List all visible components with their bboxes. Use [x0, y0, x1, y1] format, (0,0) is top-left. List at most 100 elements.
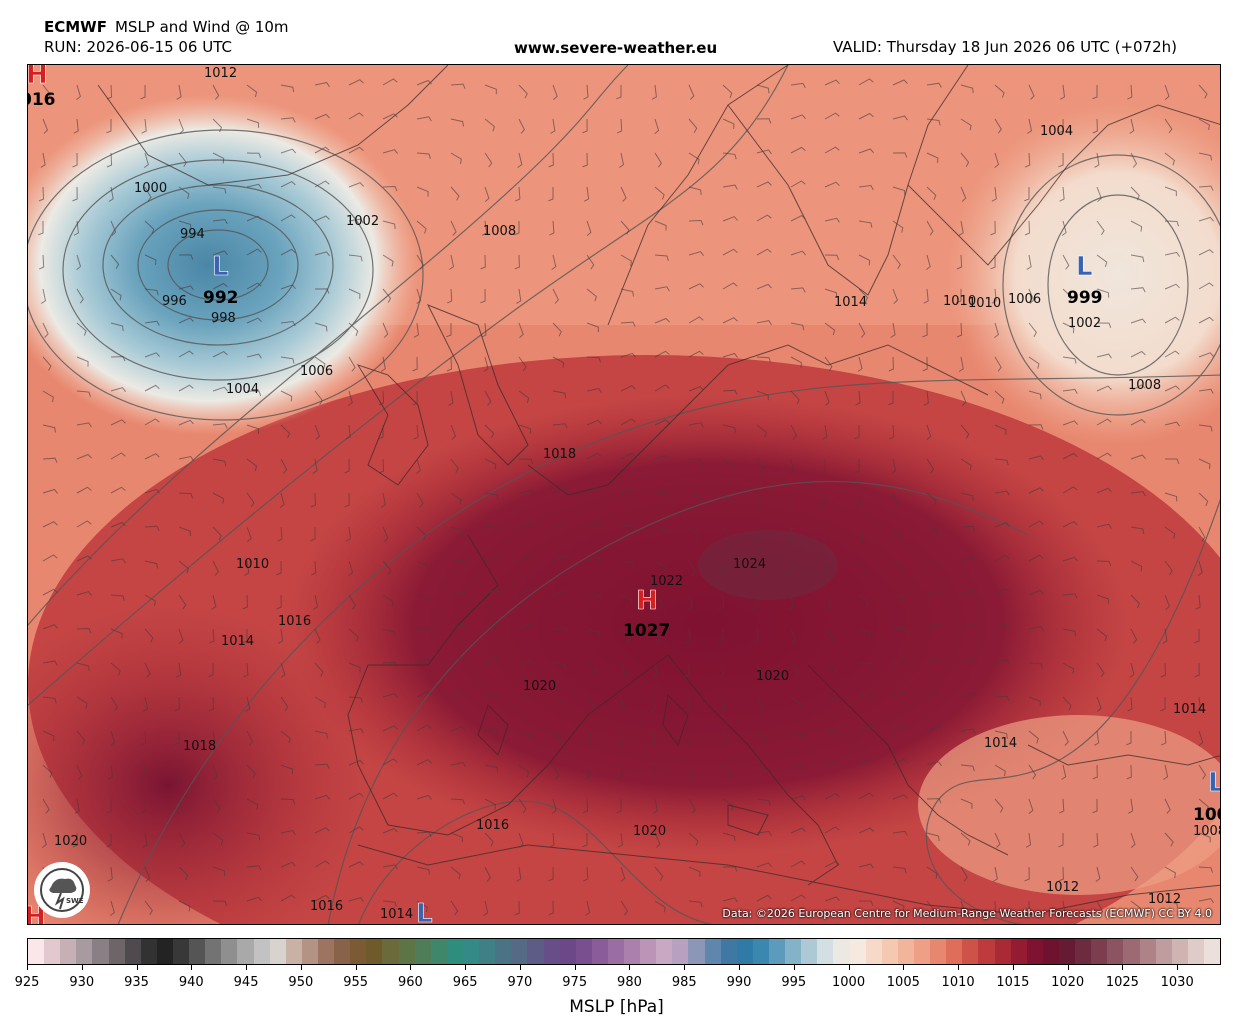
wind-barb: [344, 492, 350, 508]
colorbar-tick-mark: [410, 965, 412, 970]
wind-barb: [413, 322, 419, 338]
wind-barb: [484, 152, 493, 168]
wind-barb: [143, 152, 149, 168]
wind-barb: [110, 419, 126, 426]
wind-barb: [246, 424, 260, 434]
wind-barb: [314, 628, 321, 644]
wind-barb: [991, 288, 997, 304]
wind-barb: [722, 492, 732, 507]
wind-barb: [280, 662, 286, 678]
logo-text: SWE: [66, 897, 84, 905]
wind-barb: [1198, 152, 1213, 161]
wind-barb: [242, 594, 248, 610]
website-link[interactable]: www.severe-weather.eu: [514, 39, 718, 57]
wind-barb: [654, 254, 669, 261]
wind-barb: [314, 215, 330, 222]
wind-barb: [824, 729, 840, 735]
wind-barb: [1130, 900, 1142, 914]
wind-barb: [246, 248, 262, 256]
wind-barb: [1028, 696, 1041, 707]
wind-barb: [348, 594, 357, 610]
wind-barb: [552, 423, 568, 429]
wind-barb: [1130, 866, 1139, 882]
wind-barb: [994, 356, 1002, 372]
wind-barb: [416, 831, 432, 837]
wind-barb: [142, 832, 148, 848]
wind-barb: [548, 187, 554, 202]
wind-barb: [858, 220, 873, 228]
wind-barb: [348, 356, 356, 372]
wind-barb: [76, 84, 81, 100]
wind-barb: [348, 861, 364, 868]
wind-barb: [518, 118, 525, 134]
colorbar-swatch: [317, 939, 335, 964]
wind-barb: [756, 862, 772, 868]
wind-barb: [552, 288, 559, 304]
wind-barb: [718, 594, 725, 610]
wind-barb: [314, 356, 326, 369]
wind-barb: [76, 486, 92, 494]
wind-barb: [821, 526, 827, 542]
wind-barb: [76, 696, 88, 709]
wind-barb: [484, 556, 500, 562]
colorbar-tick-mark: [1177, 965, 1179, 970]
wind-barb: [926, 798, 942, 804]
wind-barb: [651, 84, 657, 100]
colorbar-tick-label: 940: [178, 975, 204, 990]
isobar-label: 1016: [310, 899, 343, 914]
high-center-alps[interactable]: H 1027: [623, 586, 670, 641]
colorbar-swatch: [221, 939, 238, 964]
low-symbol: L: [1076, 252, 1093, 282]
wind-barb: [619, 696, 625, 712]
colorbar-tick-mark: [1012, 965, 1014, 970]
wind-barb: [144, 866, 151, 882]
wind-barb: [654, 560, 666, 573]
wind-barb: [382, 725, 398, 732]
wind-barb: [314, 146, 330, 154]
wind-barb: [892, 830, 908, 836]
isobar: [102, 184, 334, 346]
colorbar-swatch: [1091, 939, 1108, 964]
wind-barb: [994, 832, 1001, 848]
wind-barb: [209, 628, 215, 644]
wind-barb: [518, 832, 524, 848]
wind-barb: [1096, 696, 1102, 712]
wind-barb: [1094, 152, 1100, 168]
wind-barb: [246, 282, 262, 290]
wind-barb: [178, 628, 184, 644]
low-center-baltic[interactable]: L 999: [1067, 252, 1103, 308]
weather-map[interactable]: 1012 1000 994 996 998 1002 1008 1004 100…: [27, 64, 1221, 925]
wind-barb: [722, 152, 737, 160]
colorbar-swatch: [736, 939, 753, 964]
wind-barb: [620, 220, 630, 235]
low-center-east-edge[interactable]: L 100: [1193, 768, 1221, 825]
wind-barb: [892, 900, 905, 912]
wind-barb: [144, 186, 152, 202]
wind-barb: [688, 866, 701, 877]
isobar-labels: 1012 1000 994 996 998 1002 1008 1004 100…: [54, 66, 1220, 922]
wind-barb: [280, 284, 296, 290]
wind-barb: [314, 763, 330, 769]
wind-barb: [753, 526, 760, 542]
wind-barb: [212, 351, 228, 358]
central-high-field: [288, 395, 1128, 855]
isobar-label: 996: [162, 294, 187, 309]
low-center-atlantic[interactable]: L 992: [203, 252, 239, 308]
high-center-northwest-edge[interactable]: H 016: [28, 65, 56, 110]
wind-barb: [994, 490, 1010, 496]
wind-barb: [586, 486, 602, 494]
wind-barb: [722, 526, 729, 542]
wind-barb: [416, 794, 432, 800]
wind-barb: [992, 866, 998, 882]
wind-barb: [688, 832, 699, 846]
wind-barb: [990, 254, 996, 270]
colorbar-swatch: [1187, 939, 1204, 964]
wind-barb: [1096, 628, 1108, 642]
wind-barb: [1164, 492, 1178, 502]
wind-barb: [212, 316, 228, 324]
wind-barb: [752, 560, 758, 576]
wind-barb: [42, 764, 53, 778]
wind-barb: [345, 424, 351, 440]
wind-barb: [416, 186, 429, 197]
wind-barb: [280, 356, 295, 364]
